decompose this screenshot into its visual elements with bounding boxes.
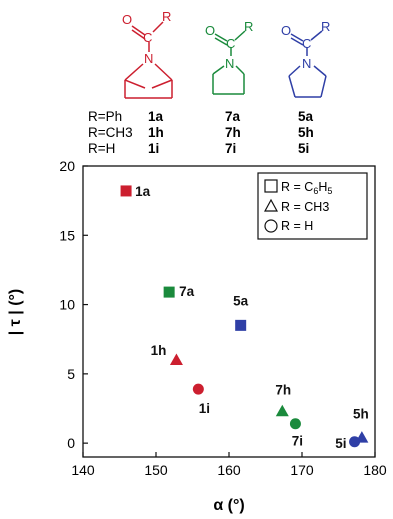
point-5i [349, 436, 361, 448]
carbonyl-double-bond-2 [214, 37, 228, 46]
ring-bond-4 [320, 75, 327, 98]
y-tick-label: 10 [59, 297, 75, 313]
point-label-1h: 1h [151, 343, 167, 358]
atom-r-3: R [321, 19, 330, 34]
point-7a [163, 286, 175, 298]
atom-o-1: O [122, 12, 132, 27]
legend-square-icon [264, 179, 278, 193]
carbonyl-double-bond-2 [131, 29, 146, 40]
atom-o-3: O [281, 23, 291, 38]
row-ph-c3: 5a [298, 109, 314, 124]
x-tick-label: 170 [290, 462, 314, 478]
row-ch3-r: R=CH3 [88, 125, 133, 140]
point-1h [169, 353, 183, 365]
x-axis-ticks: 140 150 160 170 180 [71, 452, 387, 478]
atom-o-2: O [205, 23, 215, 38]
carbonyl-double-bond-1 [290, 33, 304, 42]
row-h-c2: 7i [225, 141, 236, 156]
structure-azabicycloheptane [124, 21, 173, 99]
y-axis-ticks: 0 5 10 15 20 [59, 158, 88, 451]
y-tick-label: 15 [59, 227, 75, 243]
y-tick-label: 5 [67, 366, 75, 382]
y-axis-label: | τ | (°) [7, 289, 24, 335]
point-label-5h: 5h [353, 407, 369, 422]
legend-label-triangle: R = CH3 [281, 200, 329, 214]
y-tick-label: 20 [59, 158, 75, 174]
legend: R = C6H5 R = CH3 R = H [257, 172, 368, 240]
c-r-bond [152, 21, 164, 33]
atom-n-1: N [144, 51, 153, 66]
structure-azetidine [212, 30, 246, 95]
ring-bond-7 [151, 79, 173, 89]
point-label-7a: 7a [179, 284, 195, 299]
c-r-bond [310, 30, 323, 41]
row-ph-c2: 7a [225, 109, 241, 124]
row-ch3-c2: 7h [225, 125, 241, 140]
atom-n-2: N [225, 56, 234, 71]
point-7i [289, 418, 301, 430]
y-tick-label: 0 [67, 435, 75, 451]
point-1i [192, 383, 204, 395]
ring-bond-2 [154, 63, 173, 81]
x-tick-label: 160 [217, 462, 241, 478]
atom-c-1: C [143, 30, 152, 45]
atom-c-2: C [226, 36, 235, 51]
legend-label-square: R = C6H5 [281, 180, 332, 196]
atom-c-3: C [302, 36, 311, 51]
atom-r-1: R [162, 9, 171, 24]
point-7h [275, 404, 289, 417]
c-r-bond [234, 30, 246, 41]
point-label-5i: 5i [335, 436, 346, 451]
carbonyl-double-bond-1 [214, 33, 228, 42]
legend-triangle-icon [263, 198, 279, 212]
point-label-7i: 7i [292, 434, 303, 449]
point-5a [235, 319, 247, 331]
structure-pyrrolidine [288, 30, 327, 98]
data-points: 1a 7a 5a 1h 1i 7h 7i 5h 5i [120, 184, 369, 451]
compound-table: R=Ph 1a 7a 5a R=CH3 1h 7h 5h R=H 1i 7i 5… [88, 109, 314, 156]
row-ph-c1: 1a [148, 109, 164, 124]
x-tick-label: 180 [363, 462, 387, 478]
x-tick-label: 140 [71, 462, 95, 478]
ring-bond-1 [124, 63, 144, 81]
ring-bond-1 [212, 65, 225, 75]
row-h-r: R=H [88, 141, 115, 156]
legend-circle-icon [264, 219, 278, 233]
point-label-1a: 1a [135, 184, 151, 199]
legend-label-circle: R = H [281, 219, 313, 233]
point-label-1i: 1i [199, 401, 210, 416]
ring-bond-2 [288, 75, 296, 98]
row-ph-r: R=Ph [88, 109, 122, 124]
atom-n-3: N [302, 56, 311, 71]
x-tick-label: 150 [144, 462, 168, 478]
ring-bond-5 [313, 65, 327, 77]
x-axis-label: α (°) [213, 497, 244, 514]
row-h-c3: 5i [298, 141, 309, 156]
row-h-c1: 1i [148, 141, 159, 156]
ring-bond-6 [124, 79, 146, 89]
carbonyl-double-bond-1 [131, 25, 146, 36]
carbonyl-double-bond-2 [290, 37, 304, 46]
scatter-plot: 140 150 160 170 180 0 5 10 15 20 α (°) | τ | (°)… [7, 158, 387, 514]
ring-bond-5 [235, 65, 245, 75]
row-ch3-c1: 1h [148, 125, 164, 140]
atom-r-2: R [244, 19, 253, 34]
point-label-5a: 5a [233, 293, 249, 308]
point-label-7h: 7h [275, 382, 291, 397]
row-ch3-c3: 5h [298, 125, 314, 140]
ring-bond-1 [288, 65, 301, 77]
point-1a [120, 185, 132, 197]
